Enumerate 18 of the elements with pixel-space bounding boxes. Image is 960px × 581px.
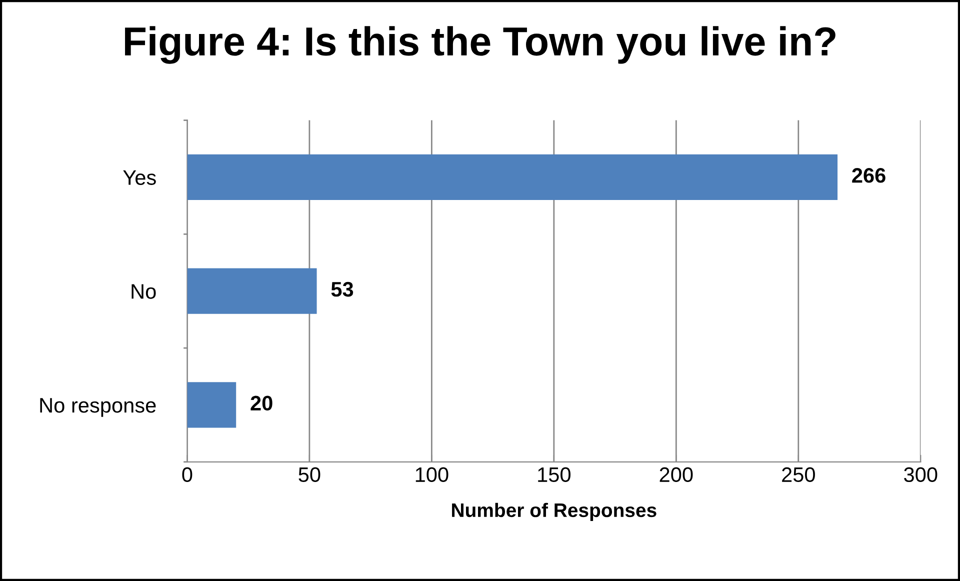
- data-label: 20: [250, 396, 272, 411]
- y-tick-label: No: [132, 284, 156, 299]
- bar: [187, 268, 317, 314]
- y-tick-label: No response: [40, 398, 156, 417]
- y-tick-label: Yes: [123, 170, 156, 185]
- x-tick-label: 150: [538, 467, 570, 482]
- x-tick-label: 300: [904, 467, 938, 482]
- x-tick-label: 200: [660, 467, 693, 482]
- x-axis-title: Number of Responses: [452, 502, 656, 521]
- bar: [187, 382, 236, 428]
- x-tick-label: 250: [782, 467, 815, 482]
- x-tick-label: 100: [416, 467, 448, 482]
- data-label: 53: [331, 282, 354, 297]
- x-tick-label: 0: [182, 467, 192, 482]
- x-tick-label: 50: [298, 467, 320, 482]
- data-label: 266: [852, 168, 886, 183]
- chart-title: Figure 4: Is this the Town you live in?: [125, 26, 836, 64]
- bar: [187, 154, 838, 200]
